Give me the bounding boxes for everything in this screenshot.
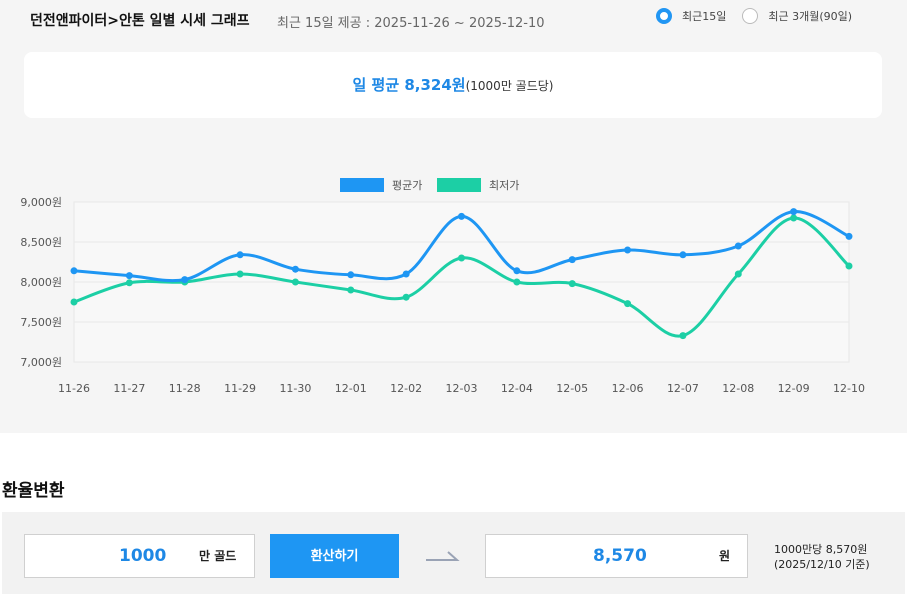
data-point-1	[458, 254, 465, 262]
data-point-1	[513, 278, 521, 286]
legend-swatch	[437, 178, 481, 192]
rate-note: 1000만당 8,570원 (2025/12/10 기준)	[774, 542, 870, 572]
data-point-1	[790, 214, 798, 222]
data-point-0	[568, 256, 576, 264]
rate-note-line1: 1000만당 8,570원	[774, 543, 868, 556]
x-tick-label: 12-01	[335, 382, 367, 395]
period-radio-group: 최근15일 최근 3개월(90일)	[656, 8, 868, 24]
legend-swatch	[340, 178, 384, 192]
radio-15days-label: 최근15일	[682, 10, 727, 23]
gold-amount-unit: 만 골드	[199, 549, 237, 563]
y-tick-label: 8,000원	[20, 276, 62, 289]
page-title: 던전앤파이터>안톤 일별 시세 그래프	[30, 13, 250, 29]
data-point-1	[624, 300, 632, 308]
y-tick-label: 9,000원	[20, 196, 62, 209]
x-tick-label: 12-05	[556, 382, 588, 395]
data-point-0	[679, 251, 687, 259]
price-line-chart: 9,000원 8,500원 8,000원 7,500원 7,000원 11-26 11-27…	[20, 178, 865, 395]
data-point-1	[734, 270, 742, 278]
x-tick-label: 11-26	[58, 382, 90, 395]
data-point-0	[70, 267, 78, 275]
converter-panel: 1000 만 골드 환산하기 8,570 원 1000만당 8,570원 (20…	[2, 512, 905, 594]
y-tick-label: 8,500원	[20, 236, 62, 249]
won-result-value: 8,570	[593, 546, 647, 566]
price-graph-panel: 던전앤파이터>안톤 일별 시세 그래프 최근 15일 제공 : 2025-11-…	[20, 8, 882, 395]
data-point-0	[347, 271, 355, 279]
y-tick-label: 7,500원	[20, 316, 62, 329]
data-point-1	[291, 278, 299, 286]
y-tick-label: 7,000원	[20, 356, 62, 369]
data-point-0	[125, 272, 133, 280]
data-point-1	[347, 286, 355, 294]
data-point-1	[679, 332, 687, 340]
x-tick-label: 12-04	[501, 382, 533, 395]
x-tick-label: 12-07	[667, 382, 699, 395]
average-unit-note: (1000만 골드당)	[465, 79, 554, 93]
radio-90days-label: 최근 3개월(90일)	[768, 10, 853, 23]
rate-note-line2: (2025/12/10 기준)	[774, 558, 870, 571]
x-tick-label: 12-08	[722, 382, 754, 395]
radio-90days[interactable]: 최근 3개월(90일)	[742, 8, 852, 24]
x-tick-label: 11-27	[113, 382, 145, 395]
radio-15days[interactable]: 최근15일	[656, 8, 726, 24]
data-point-0	[845, 232, 853, 240]
data-point-0	[402, 270, 410, 278]
x-tick-label: 12-02	[390, 382, 422, 395]
data-point-1	[125, 279, 133, 287]
x-tick-label: 12-10	[833, 382, 865, 395]
data-point-1	[236, 270, 244, 278]
data-point-0	[513, 267, 521, 275]
legend-label: 평균가	[392, 179, 422, 192]
data-point-0	[291, 265, 299, 273]
data-point-0	[790, 208, 798, 216]
convert-button[interactable]: 환산하기	[270, 534, 399, 578]
x-tick-label: 12-03	[446, 382, 478, 395]
x-tick-label: 12-06	[612, 382, 644, 395]
converter-section-title: 환율변환	[2, 481, 65, 501]
data-point-0	[458, 212, 465, 220]
period-subtitle: 최근 15일 제공 : 2025-11-26 ~ 2025-12-10	[277, 16, 545, 31]
x-tick-label: 12-09	[778, 382, 810, 395]
data-point-1	[402, 293, 410, 301]
x-tick-label: 11-28	[169, 382, 201, 395]
average-price-box: 일 평균 8,324원(1000만 골드당)	[24, 52, 882, 118]
data-point-1	[70, 298, 78, 306]
x-tick-label: 11-29	[224, 382, 256, 395]
radio-unselected-icon[interactable]	[742, 8, 759, 24]
series-line-1	[73, 216, 851, 338]
gold-amount-value[interactable]: 1000	[119, 546, 167, 566]
won-result-box: 8,570 원	[485, 534, 748, 578]
average-price: 일 평균 8,324원	[352, 76, 466, 94]
data-point-0	[236, 251, 244, 259]
legend-label: 최저가	[489, 179, 519, 192]
x-tick-label: 11-30	[279, 382, 311, 395]
data-point-0	[624, 246, 632, 254]
radio-selected-icon[interactable]	[656, 8, 672, 24]
data-point-1	[568, 280, 576, 288]
gold-amount-input[interactable]: 1000 만 골드	[24, 534, 255, 578]
arrow-right-icon	[426, 551, 460, 561]
data-point-1	[845, 262, 853, 270]
data-point-0	[734, 242, 742, 250]
won-result-unit: 원	[719, 549, 731, 563]
data-point-0	[181, 276, 189, 284]
